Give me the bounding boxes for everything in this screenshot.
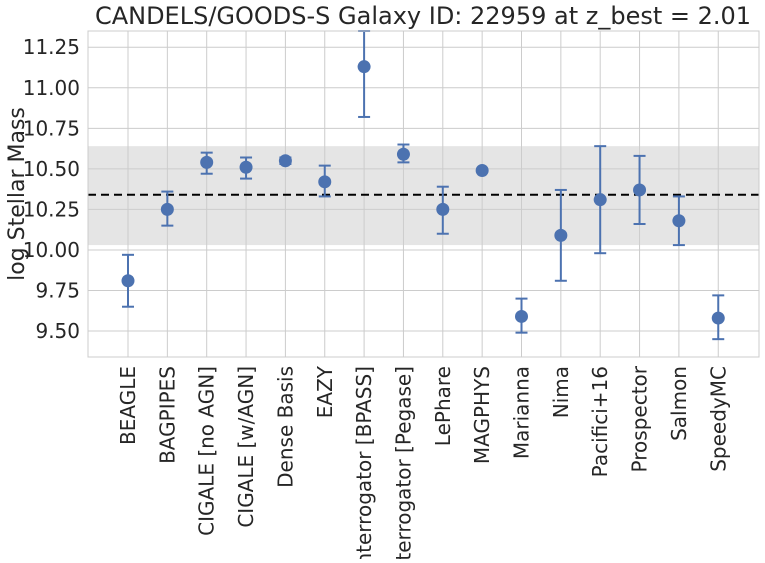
x-tick-label: BAGPIPES: [155, 366, 179, 464]
x-tick-label: CIGALE [w/AGN]: [234, 366, 258, 528]
data-point: [160, 202, 174, 216]
x-tick-labels: BEAGLE BAGPIPES CIGALE [no AGN] CIGALE [w/A…: [116, 365, 730, 563]
data-points: [121, 60, 725, 325]
x-tick-label: LePhare: [431, 366, 455, 446]
x-tick-label: Interrogator [Pegase]: [391, 366, 415, 559]
y-tick-label: 10.00: [23, 238, 80, 262]
data-point: [475, 163, 489, 177]
shaded-band: [88, 146, 759, 246]
data-point: [121, 274, 135, 288]
y-axis-label: log Stellar Mass: [5, 107, 30, 281]
data-point: [239, 160, 253, 174]
data-point: [711, 311, 725, 325]
y-tick-label: 9.75: [35, 279, 80, 303]
data-point: [672, 214, 686, 228]
x-tick-label: MAGPHYS: [470, 366, 494, 464]
data-point: [396, 147, 410, 161]
y-tick-labels: 9.50 9.75 10.00 10.25 10.50 10.75 11.00 11.25: [23, 35, 80, 343]
x-tick-label: Dense Basis: [273, 366, 297, 488]
x-tick-label: Salmon: [667, 366, 691, 441]
y-tick-label: 9.50: [35, 319, 80, 343]
x-tick-label: Interrogator [BPASS]: [352, 366, 376, 559]
data-point: [357, 60, 371, 74]
y-tick-label: 11.25: [23, 35, 80, 59]
x-tick-label: SpeedyMC: [706, 366, 730, 472]
x-tick-label: Nima: [549, 366, 573, 418]
plot-frame: [87, 30, 760, 358]
y-tick-label: 11.00: [23, 76, 80, 100]
data-point: [318, 175, 332, 189]
x-tick-label: Marianna: [510, 366, 534, 459]
data-point: [515, 309, 528, 323]
data-point: [593, 193, 607, 207]
x-tick-label: Pacifici+16: [588, 366, 612, 477]
data-point: [436, 202, 450, 216]
y-tick-label: 10.25: [23, 197, 80, 221]
data-point: [633, 183, 647, 197]
y-tick-label: 10.50: [23, 157, 80, 181]
x-tick-label: Prospector: [628, 365, 652, 472]
data-point: [200, 155, 214, 169]
chart-title: CANDELS/GOODS-S Galaxy ID: 22959 at z_be…: [95, 2, 751, 30]
x-tick-label: EAZY: [313, 365, 337, 418]
x-tick-label: BEAGLE: [116, 366, 140, 445]
y-tick-label: 10.75: [23, 116, 80, 140]
data-point: [278, 154, 292, 168]
x-tick-label: CIGALE [no AGN]: [195, 366, 219, 536]
data-point: [554, 228, 568, 242]
